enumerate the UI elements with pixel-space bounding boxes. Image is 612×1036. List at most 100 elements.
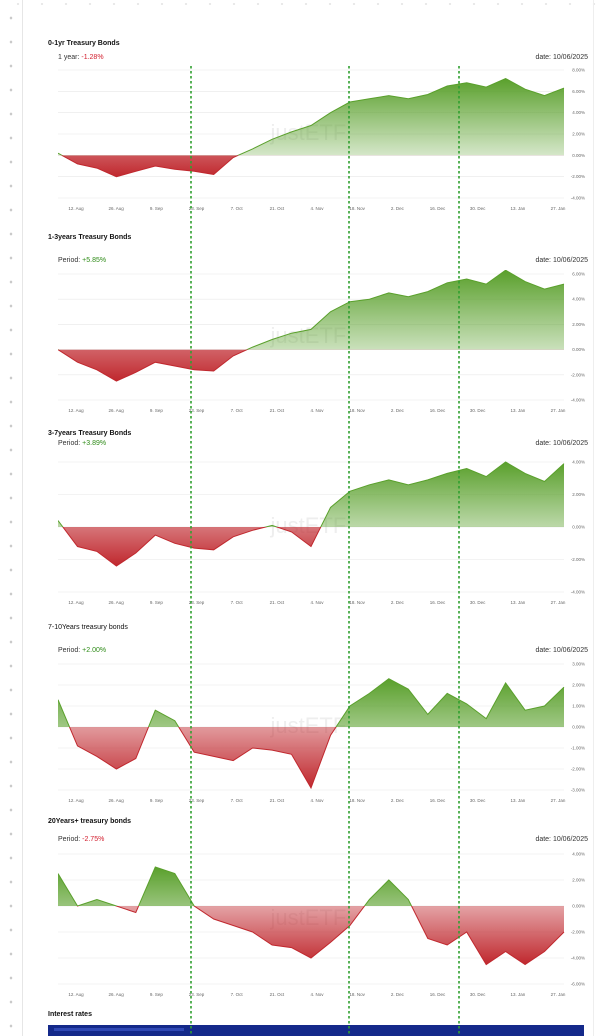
- data-point: [447, 282, 448, 283]
- y-tick-label: 2.00%: [572, 492, 585, 497]
- interest-rates-banner[interactable]: [48, 1025, 584, 1036]
- data-point: [486, 476, 487, 477]
- x-tick-label: 9. Sep: [150, 992, 164, 997]
- y-tick-label: 6.00%: [572, 272, 585, 277]
- x-tick-label: 16. Dec: [430, 206, 446, 211]
- chart-panel-1-3yr: 1-3years Treasury Bonds Period: +5.85% d…: [46, 232, 592, 418]
- data-point: [388, 292, 389, 293]
- x-tick-label: 4. Nov: [310, 206, 324, 211]
- data-point: [466, 278, 467, 279]
- x-tick-label: 21. Oct: [270, 992, 285, 997]
- period-label: 1 year: -1.28%: [58, 54, 104, 61]
- series-line-negative: [68, 727, 337, 790]
- data-point: [135, 912, 136, 913]
- x-tick-label: 27. Jan: [551, 206, 566, 211]
- data-point: [213, 370, 214, 371]
- data-point: [271, 525, 272, 526]
- x-tick-label: 7. Oct: [231, 992, 244, 997]
- y-tick-label: 1.00%: [572, 704, 585, 709]
- period-value: -1.28%: [81, 54, 104, 61]
- y-tick-label: 2.00%: [572, 132, 585, 137]
- data-point: [213, 549, 214, 550]
- period-caption: Period:: [58, 836, 81, 843]
- period-label: Period: -2.75%: [58, 836, 104, 843]
- chart-panel-0-1yr: 0-1yr Treasury Bonds 1 year: -1.28% date…: [46, 38, 592, 216]
- date-label: date: 10/06/2025: [535, 257, 588, 264]
- data-point: [96, 756, 97, 757]
- x-tick-label: 26. Aug: [109, 206, 125, 211]
- data-point: [155, 165, 156, 166]
- series-line-negative: [58, 349, 249, 382]
- data-point: [116, 176, 117, 177]
- x-tick-label: 13. Jan: [510, 600, 525, 605]
- data-point: [233, 925, 234, 926]
- x-tick-label: 13. Jan: [510, 798, 525, 803]
- data-point: [369, 693, 370, 694]
- x-tick-label: 2. Dec: [391, 600, 405, 605]
- y-tick-label: 0.00%: [572, 153, 585, 158]
- date-label: date: 10/06/2025: [535, 54, 588, 61]
- date-label: date: 10/06/2025: [535, 647, 588, 654]
- series-area-positive: [58, 678, 564, 727]
- chart-panel-7-10yr: 7-10Years treasury bonds Period: +2.00% …: [46, 622, 592, 808]
- data-point: [96, 168, 97, 169]
- series-area-positive: [247, 270, 564, 350]
- y-tick-label: -2.00%: [571, 557, 585, 562]
- area-chart-4: 4.00%2.00%0.00%-2.00%-4.00%-6.00%justETF…: [58, 852, 585, 997]
- series-line-negative: [76, 906, 565, 966]
- left-dotted-rail: [0, 0, 23, 1036]
- period-value: +5.85%: [82, 257, 107, 264]
- x-tick-label: 16. Dec: [430, 408, 446, 413]
- data-point: [233, 157, 234, 158]
- y-tick-label: -2.00%: [571, 930, 585, 935]
- x-tick-label: 2. Dec: [391, 408, 405, 413]
- x-tick-label: 23. Sep: [189, 798, 205, 803]
- chart-title: 7-10Years treasury bonds: [48, 624, 128, 631]
- series-area-negative: [58, 349, 564, 382]
- data-point: [252, 747, 253, 748]
- data-point: [213, 174, 214, 175]
- data-point: [194, 171, 195, 172]
- data-point: [505, 951, 506, 952]
- series-area-positive: [58, 78, 564, 156]
- data-point: [174, 365, 175, 366]
- x-tick-label: 18. Nov: [349, 600, 365, 605]
- data-point: [271, 339, 272, 340]
- data-point: [116, 905, 117, 906]
- data-point: [427, 714, 428, 715]
- data-point: [310, 329, 311, 330]
- data-point: [524, 281, 525, 282]
- data-point: [310, 546, 311, 547]
- x-tick-label: 18. Nov: [349, 408, 365, 413]
- date-label: date: 10/06/2025: [535, 440, 588, 447]
- data-point: [77, 362, 78, 363]
- y-tick-label: 8.00%: [572, 68, 585, 73]
- y-tick-label: -4.00%: [571, 590, 585, 595]
- x-tick-label: 12. Aug: [68, 798, 84, 803]
- x-tick-label: 12. Aug: [68, 992, 84, 997]
- x-tick-label: 23. Sep: [189, 408, 205, 413]
- x-tick-label: 23. Sep: [189, 600, 205, 605]
- x-tick-label: 30. Dec: [470, 798, 486, 803]
- x-tick-label: 4. Nov: [310, 798, 324, 803]
- data-point: [563, 283, 564, 284]
- x-tick-label: 7. Oct: [231, 600, 244, 605]
- data-point: [369, 899, 370, 900]
- x-tick-label: 18. Nov: [349, 206, 365, 211]
- data-point: [427, 479, 428, 480]
- period-caption: Period:: [58, 647, 81, 654]
- series-line-negative: [60, 155, 240, 178]
- data-point: [505, 78, 506, 79]
- data-point: [116, 768, 117, 769]
- data-point: [486, 718, 487, 719]
- data-point: [388, 879, 389, 880]
- x-tick-label: 16. Dec: [430, 600, 446, 605]
- data-point: [466, 82, 467, 83]
- data-point: [330, 735, 331, 736]
- data-point: [135, 372, 136, 373]
- data-point: [310, 125, 311, 126]
- x-tick-label: 30. Dec: [470, 600, 486, 605]
- x-tick-label: 9. Sep: [150, 600, 164, 605]
- x-tick-label: 7. Oct: [231, 408, 244, 413]
- y-tick-label: -2.00%: [571, 767, 585, 772]
